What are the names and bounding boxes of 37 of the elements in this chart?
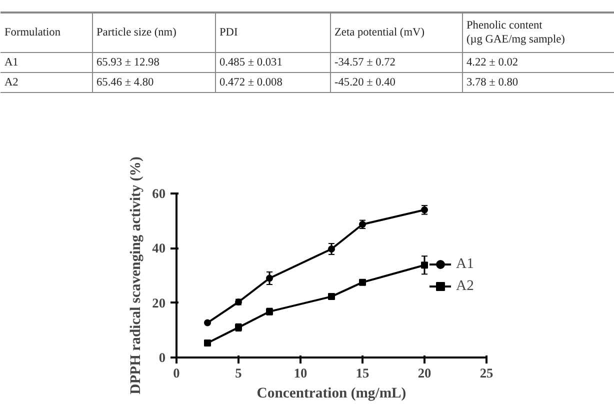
text: A2 (4, 76, 19, 88)
text: 65.93 ± 12.98 (96, 56, 160, 68)
y-tick-label: 20 (152, 295, 166, 310)
point (359, 278, 366, 286)
y-axis-title: DPPH radical scavenging activity (%) (128, 156, 144, 394)
x-tick-label: 5 (235, 366, 242, 380)
x-tick-label: 25 (480, 366, 494, 380)
x-tick-label: 10 (294, 366, 308, 380)
y-tick-label: 40 (152, 240, 166, 256)
point (204, 340, 211, 347)
category-label: Phenolic content (µg GAE/mg sample) (466, 19, 566, 46)
category-label: PDI (220, 26, 238, 38)
category-label: Particle size (nm) (96, 26, 177, 38)
x-tick-label: 0 (173, 366, 180, 380)
point (266, 274, 273, 282)
point (328, 293, 335, 300)
text: 0.472 ± 0.008 (220, 76, 283, 88)
category-label: Formulation (4, 26, 61, 38)
point (328, 245, 335, 252)
y-tick-label: 60 (152, 186, 166, 201)
text: 65.46 ± 4.80 (96, 76, 154, 88)
point (421, 206, 428, 214)
text: 0.485 ± 0.031 (220, 56, 282, 68)
point (204, 319, 211, 326)
x-tick-label: 20 (418, 366, 432, 380)
text: 3.78 ± 0.80 (466, 76, 518, 88)
x-tick-label: 15 (356, 366, 370, 380)
text: 4.22 ± 0.02 (466, 56, 518, 68)
legend-label: A2 (456, 278, 475, 294)
text: A1 (4, 56, 18, 68)
y-tick-label: 0 (158, 350, 166, 365)
text: -34.57 ± 0.72 (334, 56, 396, 68)
category-label: Zeta potential (mV) (334, 26, 425, 38)
point (421, 262, 428, 269)
x-axis-title: Concentration (mg/mL) (256, 386, 406, 402)
legend-label: A1 (456, 256, 475, 272)
text: -45.20 ± 0.40 (334, 76, 396, 88)
